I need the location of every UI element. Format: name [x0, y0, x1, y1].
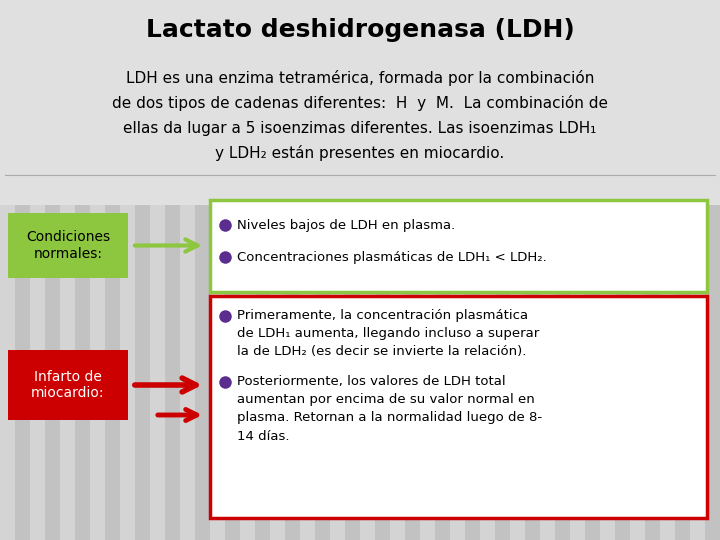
Bar — [390, 0, 405, 540]
Bar — [600, 0, 615, 540]
Bar — [120, 0, 135, 540]
Bar — [195, 0, 210, 540]
Bar — [45, 0, 60, 540]
Bar — [615, 0, 630, 540]
Bar — [450, 0, 465, 540]
Text: Posteriormente, los valores de LDH total: Posteriormente, los valores de LDH total — [237, 375, 505, 388]
Bar — [525, 0, 540, 540]
Bar — [300, 0, 315, 540]
Bar — [630, 0, 645, 540]
Text: Primeramente, la concentración plasmática: Primeramente, la concentración plasmátic… — [237, 309, 528, 322]
Text: Infarto de
miocardio:: Infarto de miocardio: — [31, 370, 104, 400]
Text: plasma. Retornan a la normalidad luego de 8-: plasma. Retornan a la normalidad luego d… — [237, 411, 542, 424]
Bar — [210, 0, 225, 540]
Text: Niveles bajos de LDH en plasma.: Niveles bajos de LDH en plasma. — [237, 219, 455, 232]
Bar — [375, 0, 390, 540]
Text: Concentraciones plasmáticas de LDH₁ < LDH₂.: Concentraciones plasmáticas de LDH₁ < LD… — [237, 251, 546, 264]
Bar — [135, 0, 150, 540]
Bar — [285, 0, 300, 540]
Bar — [60, 0, 75, 540]
Text: 14 días.: 14 días. — [237, 429, 289, 442]
Text: aumentan por encima de su valor normal en: aumentan por encima de su valor normal e… — [237, 394, 535, 407]
Bar — [255, 0, 270, 540]
Bar — [480, 0, 495, 540]
Bar — [105, 0, 120, 540]
Bar — [240, 0, 255, 540]
Bar — [90, 0, 105, 540]
Bar — [0, 0, 720, 205]
Bar — [660, 0, 675, 540]
Bar — [15, 0, 30, 540]
Bar — [405, 0, 420, 540]
Bar — [210, 296, 707, 518]
Bar — [360, 0, 375, 540]
Bar — [75, 0, 90, 540]
Bar — [8, 213, 128, 278]
Bar — [8, 350, 128, 420]
Bar — [225, 0, 240, 540]
Bar — [210, 200, 707, 292]
Bar — [705, 0, 720, 540]
Bar — [645, 0, 660, 540]
Bar — [675, 0, 690, 540]
Bar — [150, 0, 165, 540]
Bar — [330, 0, 345, 540]
Text: de LDH₁ aumenta, llegando incluso a superar: de LDH₁ aumenta, llegando incluso a supe… — [237, 327, 539, 341]
Bar — [465, 0, 480, 540]
Bar — [570, 0, 585, 540]
Text: Condiciones
normales:: Condiciones normales: — [26, 231, 110, 261]
Bar — [420, 0, 435, 540]
Bar — [315, 0, 330, 540]
Bar — [690, 0, 705, 540]
Text: LDH es una enzima tetramérica, formada por la combinación: LDH es una enzima tetramérica, formada p… — [126, 70, 594, 86]
Bar — [0, 0, 15, 540]
Bar — [180, 0, 195, 540]
Bar — [495, 0, 510, 540]
Bar — [435, 0, 450, 540]
Bar — [555, 0, 570, 540]
Bar — [345, 0, 360, 540]
Text: la de LDH₂ (es decir se invierte la relación).: la de LDH₂ (es decir se invierte la rela… — [237, 346, 526, 359]
Bar — [585, 0, 600, 540]
Text: de dos tipos de cadenas diferentes:  H  y  M.  La combinación de: de dos tipos de cadenas diferentes: H y … — [112, 95, 608, 111]
Text: y LDH₂ están presentes en miocardio.: y LDH₂ están presentes en miocardio. — [215, 145, 505, 161]
Bar — [540, 0, 555, 540]
Text: ellas da lugar a 5 isoenzimas diferentes. Las isoenzimas LDH₁: ellas da lugar a 5 isoenzimas diferentes… — [123, 120, 597, 136]
Bar — [30, 0, 45, 540]
Bar — [510, 0, 525, 540]
Bar — [270, 0, 285, 540]
Bar — [165, 0, 180, 540]
Text: Lactato deshidrogenasa (LDH): Lactato deshidrogenasa (LDH) — [145, 18, 575, 42]
